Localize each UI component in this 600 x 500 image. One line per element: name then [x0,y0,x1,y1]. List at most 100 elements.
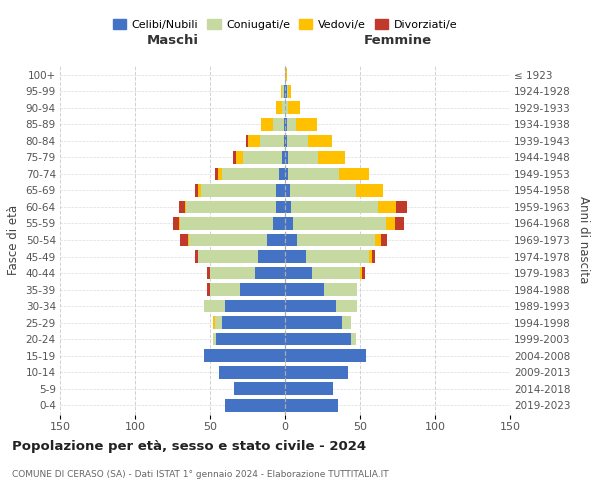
Bar [285,316,342,329]
Bar [234,382,285,395]
Bar [282,85,284,98]
Bar [285,151,288,164]
Bar [180,217,273,230]
Bar [285,398,337,411]
Bar [219,366,285,378]
Bar [261,118,273,131]
Bar [189,234,267,246]
Bar [287,85,288,98]
Bar [204,300,225,312]
Bar [381,234,387,246]
Y-axis label: Anni di nascita: Anni di nascita [577,196,590,284]
Bar [198,250,258,263]
Bar [267,234,285,246]
Bar [285,200,291,213]
Bar [386,217,395,230]
Bar [258,250,285,263]
Bar [285,250,306,263]
Bar [361,266,365,280]
Bar [285,168,288,180]
Bar [225,300,285,312]
Bar [180,234,187,246]
Bar [210,266,255,280]
Bar [285,332,351,345]
Bar [215,316,222,329]
Bar [285,300,336,312]
Bar [240,283,285,296]
Bar [285,85,287,98]
Bar [285,217,293,230]
Bar [216,332,285,345]
Bar [336,300,357,312]
Bar [288,151,318,164]
Bar [293,217,386,230]
Bar [207,266,210,280]
Bar [312,266,360,280]
Text: Popolazione per età, sesso e stato civile - 2024: Popolazione per età, sesso e stato civil… [12,440,366,453]
Bar [396,200,407,213]
Bar [287,118,296,131]
Bar [285,184,290,197]
Bar [213,332,216,345]
Bar [218,168,222,180]
Bar [198,184,201,197]
Bar [276,102,282,114]
Bar [222,316,285,329]
Bar [285,382,333,395]
Bar [284,134,285,147]
Bar [281,85,282,98]
Bar [201,184,276,197]
Bar [233,151,235,164]
Bar [308,134,331,147]
Bar [282,102,285,114]
Bar [285,102,288,114]
Bar [185,200,186,213]
Bar [279,168,285,180]
Bar [195,250,198,263]
Bar [255,266,285,280]
Bar [273,118,284,131]
Bar [210,283,240,296]
Bar [288,168,339,180]
Bar [273,217,285,230]
Bar [339,168,369,180]
Bar [222,168,279,180]
Bar [248,134,260,147]
Bar [260,134,284,147]
Bar [285,68,287,82]
Bar [187,234,189,246]
Bar [246,134,248,147]
Bar [282,151,285,164]
Bar [291,200,378,213]
Bar [318,151,345,164]
Bar [207,283,210,296]
Bar [204,349,285,362]
Bar [213,316,215,329]
Bar [342,316,351,329]
Bar [296,118,317,131]
Bar [276,184,285,197]
Bar [285,283,324,296]
Bar [285,349,366,362]
Bar [287,134,308,147]
Bar [284,118,285,131]
Text: COMUNE DI CERASO (SA) - Dati ISTAT 1° gennaio 2024 - Elaborazione TUTTITALIA.IT: COMUNE DI CERASO (SA) - Dati ISTAT 1° ge… [12,470,389,479]
Bar [285,134,287,147]
Bar [355,184,383,197]
Bar [395,217,404,230]
Bar [288,102,300,114]
Bar [186,200,276,213]
Bar [285,266,312,280]
Bar [369,250,372,263]
Bar [285,366,348,378]
Bar [195,184,198,197]
Bar [179,217,180,230]
Bar [351,332,355,345]
Y-axis label: Fasce di età: Fasce di età [7,205,20,275]
Bar [288,85,291,98]
Bar [306,250,369,263]
Bar [243,151,282,164]
Bar [378,200,396,213]
Bar [285,118,287,131]
Text: Maschi: Maschi [146,34,199,47]
